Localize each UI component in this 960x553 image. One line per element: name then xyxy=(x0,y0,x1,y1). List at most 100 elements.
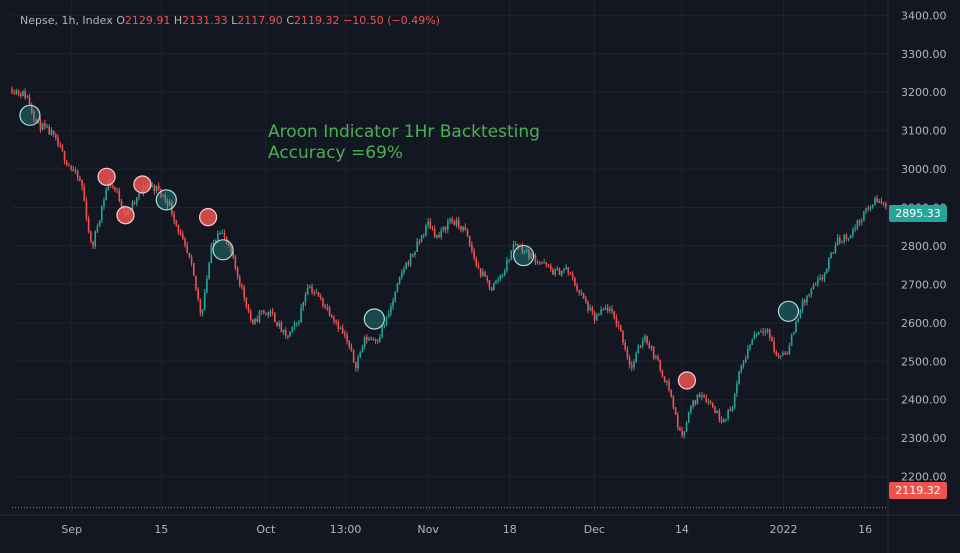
candle-body xyxy=(258,311,261,322)
candle-body xyxy=(96,226,99,232)
candle-body xyxy=(477,265,480,269)
candle-body xyxy=(880,201,883,204)
candle-body xyxy=(212,242,215,246)
candle-body xyxy=(790,334,793,346)
candle-body xyxy=(460,226,462,231)
candle-body xyxy=(376,340,379,342)
candle-body xyxy=(817,279,819,284)
candle-body xyxy=(256,318,259,322)
candle-body xyxy=(777,355,780,358)
candle-body xyxy=(289,331,291,337)
candle-body xyxy=(177,224,180,233)
candle-body xyxy=(672,396,675,408)
candle-body xyxy=(600,309,602,315)
candle-body xyxy=(309,286,311,288)
candle-body xyxy=(882,203,885,205)
candle-body xyxy=(206,278,208,293)
candle-body xyxy=(368,338,370,341)
y-tick-label: 2600.00 xyxy=(901,317,947,330)
candle-body xyxy=(274,312,276,322)
candle-body xyxy=(335,320,337,323)
sell-signal-marker xyxy=(133,175,152,194)
candle-body xyxy=(173,213,175,221)
candle-body xyxy=(508,259,510,261)
candle-body xyxy=(390,306,392,314)
candle-body xyxy=(447,221,449,230)
candle-body xyxy=(392,300,394,307)
candle-body xyxy=(565,267,567,270)
candle-body xyxy=(703,395,705,398)
candle-body xyxy=(852,228,854,236)
candle-body xyxy=(650,346,653,349)
candle-body xyxy=(339,327,342,330)
candle-body xyxy=(398,276,401,284)
candle-body xyxy=(260,310,263,312)
candle-body xyxy=(300,307,302,322)
candle-body xyxy=(718,410,721,420)
candle-body xyxy=(324,305,326,307)
candle-body xyxy=(319,296,322,299)
candle-body xyxy=(90,232,92,242)
candle-body xyxy=(749,344,751,349)
buy-signal-marker xyxy=(155,189,177,211)
candle-body xyxy=(394,291,397,301)
candle-body xyxy=(153,185,156,192)
candle-body xyxy=(722,419,725,422)
candle-body xyxy=(341,327,344,334)
candle-body xyxy=(81,180,83,187)
x-tick-label: 13:00 xyxy=(330,523,362,536)
candle-body xyxy=(874,198,876,205)
candle-body xyxy=(716,410,718,413)
candle-body xyxy=(381,327,383,338)
candle-body xyxy=(584,298,587,302)
candle-body xyxy=(157,185,160,190)
candle-body xyxy=(22,91,24,96)
candle-body xyxy=(76,170,79,178)
candle-body xyxy=(214,239,217,243)
candle-body xyxy=(692,400,694,407)
candle-body xyxy=(39,120,42,130)
candle-body xyxy=(782,352,784,356)
candle-body xyxy=(65,161,68,165)
candle-body xyxy=(685,422,688,432)
candle-body xyxy=(775,351,778,356)
candle-body xyxy=(747,348,749,359)
candle-body xyxy=(648,343,651,349)
candle-body xyxy=(247,307,250,312)
candle-body xyxy=(490,287,493,291)
candle-body xyxy=(330,315,333,318)
candle-body xyxy=(841,241,843,243)
candle-body xyxy=(613,311,616,318)
candle-body xyxy=(676,414,679,428)
candle-body xyxy=(536,261,539,263)
candle-body xyxy=(232,252,234,257)
candle-body xyxy=(543,262,545,264)
candle-body xyxy=(849,235,852,238)
candle-body xyxy=(580,292,583,294)
candle-body xyxy=(538,261,541,263)
candle-body xyxy=(271,311,274,313)
candle-body xyxy=(501,274,504,276)
candle-body xyxy=(760,331,762,333)
sell-signal-marker xyxy=(199,208,218,227)
candle-body xyxy=(249,311,252,320)
candle-body xyxy=(655,356,657,359)
candle-body xyxy=(549,265,552,270)
candle-body xyxy=(111,185,114,188)
candle-body xyxy=(885,203,887,208)
candle-body xyxy=(479,268,482,276)
candle-body xyxy=(298,321,300,324)
candle-body xyxy=(468,236,471,245)
candle-body xyxy=(696,394,699,404)
candle-body xyxy=(712,402,714,408)
y-tick-label: 2700.00 xyxy=(901,278,947,291)
candle-body xyxy=(762,331,764,333)
y-tick-label: 3300.00 xyxy=(901,48,947,61)
candle-body xyxy=(819,277,821,280)
x-tick-label: 14 xyxy=(675,523,689,536)
candle-body xyxy=(744,358,747,363)
candle-body xyxy=(35,119,37,121)
candle-body xyxy=(720,419,723,422)
